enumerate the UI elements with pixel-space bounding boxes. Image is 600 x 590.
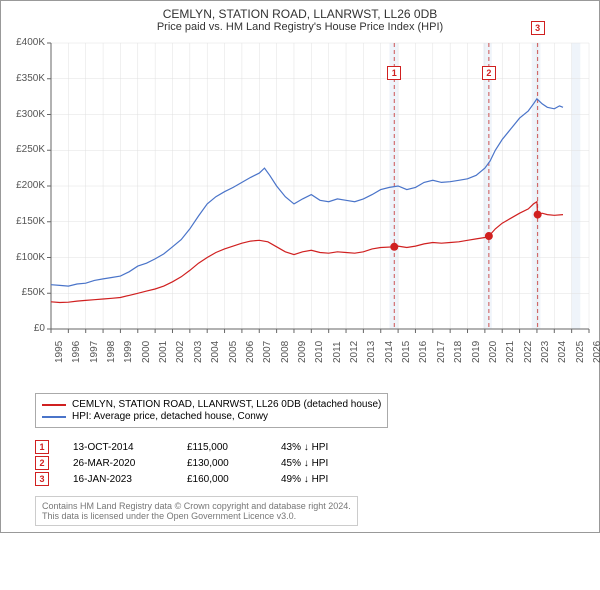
- sale-point: [390, 243, 398, 251]
- x-tick-label: 1995: [54, 341, 65, 363]
- chart-title: CEMLYN, STATION ROAD, LLANRWST, LL26 0DB: [5, 7, 595, 21]
- x-tick-label: 1996: [71, 341, 82, 363]
- y-tick-label: £350K: [5, 73, 45, 84]
- x-tick-label: 2023: [540, 341, 551, 363]
- sales-row-marker: 3: [35, 472, 49, 486]
- x-tick-label: 2010: [314, 341, 325, 363]
- y-tick-label: £400K: [5, 37, 45, 48]
- x-tick-label: 2001: [158, 341, 169, 363]
- x-tick-label: 2025: [575, 341, 586, 363]
- sales-row-price: £160,000: [187, 474, 257, 485]
- x-tick-label: 2020: [488, 341, 499, 363]
- x-tick-label: 2017: [436, 341, 447, 363]
- plot-area: £0 £50K £100K £150K £200K £250K £300K £350K £400…: [5, 39, 595, 379]
- x-tick-label: 2014: [384, 341, 395, 363]
- y-tick-label: £250K: [5, 144, 45, 155]
- x-tick-label: 2013: [366, 341, 377, 363]
- sales-row-date: 26-MAR-2020: [73, 458, 163, 469]
- legend: CEMLYN, STATION ROAD, LLANRWST, LL26 0DB…: [35, 393, 388, 428]
- x-tick-label: 2024: [557, 341, 568, 363]
- y-tick-label: £100K: [5, 252, 45, 263]
- sales-row: 3 16-JAN-2023 £160,000 49% ↓ HPI: [35, 472, 591, 486]
- sales-row-marker: 1: [35, 440, 49, 454]
- x-tick-label: 2000: [141, 341, 152, 363]
- chart-subtitle: Price paid vs. HM Land Registry's House …: [5, 21, 595, 33]
- footer-line-1: Contains HM Land Registry data © Crown c…: [42, 501, 351, 511]
- y-tick-label: £50K: [5, 287, 45, 298]
- sales-row-date: 13-OCT-2014: [73, 442, 163, 453]
- x-tick-label: 1997: [89, 341, 100, 363]
- chart-svg: [5, 39, 595, 379]
- sales-row-diff: 49% ↓ HPI: [281, 474, 361, 485]
- x-tick-label: 2011: [332, 341, 343, 363]
- x-tick-label: 2002: [175, 341, 186, 363]
- sales-table: 1 13-OCT-2014 £115,000 43% ↓ HPI 2 26-MAR-202…: [35, 440, 591, 486]
- x-tick-label: 2018: [453, 341, 464, 363]
- sales-row-marker: 2: [35, 456, 49, 470]
- footer-attribution: Contains HM Land Registry data © Crown c…: [35, 496, 358, 526]
- sale-point: [534, 211, 542, 219]
- sales-row-diff: 43% ↓ HPI: [281, 442, 361, 453]
- sales-row: 1 13-OCT-2014 £115,000 43% ↓ HPI: [35, 440, 591, 454]
- x-tick-label: 2021: [505, 341, 516, 363]
- sales-row-diff: 45% ↓ HPI: [281, 458, 361, 469]
- x-tick-label: 2012: [349, 341, 360, 363]
- legend-label: HPI: Average price, detached house, Conw…: [72, 411, 268, 422]
- legend-swatch: [42, 416, 66, 418]
- x-tick-label: 2005: [228, 341, 239, 363]
- x-tick-label: 2008: [280, 341, 291, 363]
- footer-line-2: This data is licensed under the Open Gov…: [42, 511, 351, 521]
- x-tick-label: 2004: [210, 341, 221, 363]
- chart-container: CEMLYN, STATION ROAD, LLANRWST, LL26 0DB…: [0, 0, 600, 533]
- sale-marker-box: 1: [387, 66, 401, 80]
- sale-point: [485, 232, 493, 240]
- x-tick-label: 1998: [106, 341, 117, 363]
- x-tick-label: 2019: [471, 341, 482, 363]
- x-tick-label: 1999: [123, 341, 134, 363]
- sales-row: 2 26-MAR-2020 £130,000 45% ↓ HPI: [35, 456, 591, 470]
- sales-row-price: £130,000: [187, 458, 257, 469]
- legend-row: CEMLYN, STATION ROAD, LLANRWST, LL26 0DB…: [42, 399, 381, 410]
- y-tick-label: £0: [5, 323, 45, 334]
- x-tick-label: 2015: [401, 341, 412, 363]
- y-tick-label: £200K: [5, 180, 45, 191]
- legend-label: CEMLYN, STATION ROAD, LLANRWST, LL26 0DB…: [72, 399, 381, 410]
- legend-row: HPI: Average price, detached house, Conw…: [42, 411, 381, 422]
- x-tick-label: 2016: [418, 341, 429, 363]
- y-tick-label: £300K: [5, 109, 45, 120]
- x-tick-label: 2026: [592, 341, 600, 363]
- sale-marker-box: 3: [531, 21, 545, 35]
- x-tick-label: 2006: [245, 341, 256, 363]
- x-tick-label: 2022: [523, 341, 534, 363]
- sales-row-date: 16-JAN-2023: [73, 474, 163, 485]
- y-tick-label: £150K: [5, 216, 45, 227]
- legend-swatch: [42, 404, 66, 406]
- sales-row-price: £115,000: [187, 442, 257, 453]
- x-tick-label: 2003: [193, 341, 204, 363]
- x-tick-label: 2007: [262, 341, 273, 363]
- sale-marker-box: 2: [482, 66, 496, 80]
- x-tick-label: 2009: [297, 341, 308, 363]
